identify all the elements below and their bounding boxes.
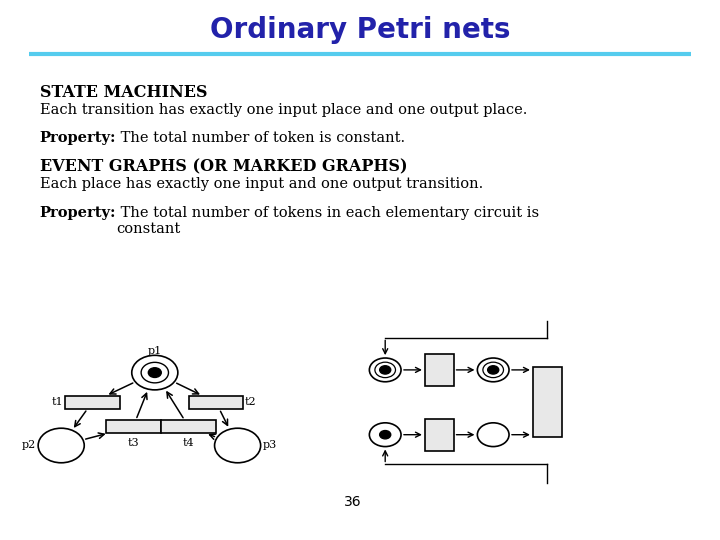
- Text: t2: t2: [245, 397, 256, 407]
- Text: STATE MACHINES: STATE MACHINES: [40, 84, 207, 100]
- Text: 36: 36: [344, 495, 361, 509]
- Circle shape: [379, 366, 391, 374]
- Circle shape: [132, 355, 178, 390]
- Circle shape: [369, 358, 401, 382]
- Text: Property:: Property:: [40, 206, 116, 220]
- Bar: [533, 367, 562, 437]
- Text: Property:: Property:: [40, 131, 116, 145]
- Circle shape: [477, 423, 509, 447]
- Circle shape: [487, 366, 499, 374]
- Text: t4: t4: [183, 438, 194, 448]
- Circle shape: [38, 428, 84, 463]
- Circle shape: [379, 430, 391, 439]
- Bar: [106, 420, 161, 433]
- Bar: [65, 396, 120, 409]
- Circle shape: [369, 423, 401, 447]
- Text: Each place has exactly one input and one output transition.: Each place has exactly one input and one…: [40, 177, 483, 191]
- Bar: [425, 418, 454, 451]
- Bar: [189, 396, 243, 409]
- Bar: [425, 354, 454, 386]
- Circle shape: [148, 368, 161, 377]
- Text: p3: p3: [263, 441, 277, 450]
- Text: p2: p2: [22, 441, 36, 450]
- Text: Ordinary Petri nets: Ordinary Petri nets: [210, 16, 510, 44]
- Bar: [161, 420, 216, 433]
- Circle shape: [215, 428, 261, 463]
- Text: The total number of tokens in each elementary circuit is
constant: The total number of tokens in each eleme…: [116, 206, 539, 237]
- Text: t3: t3: [127, 438, 139, 448]
- Text: EVENT GRAPHS (OR MARKED GRAPHS): EVENT GRAPHS (OR MARKED GRAPHS): [40, 159, 407, 176]
- Text: The total number of token is constant.: The total number of token is constant.: [116, 131, 405, 145]
- Text: p1: p1: [148, 346, 162, 356]
- Text: Each transition has exactly one input place and one output place.: Each transition has exactly one input pl…: [40, 103, 527, 117]
- Text: t1: t1: [52, 397, 63, 407]
- Circle shape: [477, 358, 509, 382]
